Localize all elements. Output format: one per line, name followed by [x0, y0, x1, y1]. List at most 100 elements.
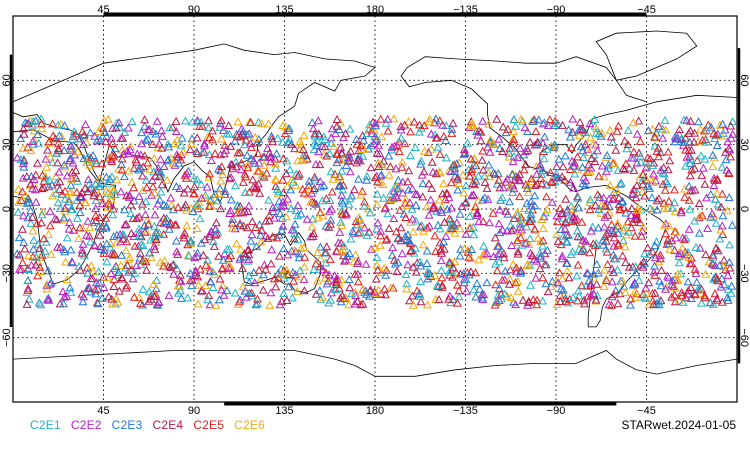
- observation-marker: [429, 201, 439, 210]
- observation-marker: [426, 129, 436, 138]
- observation-marker: [597, 128, 607, 137]
- observation-marker: [97, 244, 106, 253]
- observation-marker: [60, 121, 70, 130]
- observation-marker: [75, 134, 85, 143]
- observation-marker: [585, 205, 595, 214]
- observation-marker: [291, 169, 301, 178]
- observation-marker: [676, 208, 686, 217]
- observation-marker: [225, 174, 235, 183]
- observation-marker: [476, 136, 486, 145]
- observation-marker: [347, 191, 357, 200]
- observation-marker: [129, 183, 139, 192]
- observation-marker: [645, 203, 655, 212]
- observation-marker: [138, 240, 148, 249]
- observation-marker: [455, 224, 465, 233]
- coast-south-america: [573, 184, 668, 328]
- observation-marker: [278, 120, 288, 129]
- observation-marker: [156, 170, 166, 179]
- observation-marker: [615, 205, 625, 214]
- observation-marker: [585, 195, 595, 204]
- observation-marker: [93, 134, 103, 143]
- observation-marker: [580, 180, 590, 189]
- observation-marker: [446, 203, 456, 212]
- observation-marker: [604, 202, 614, 211]
- observation-marker: [478, 146, 488, 155]
- observation-marker: [147, 175, 157, 184]
- observation-marker: [296, 209, 306, 218]
- observation-marker: [663, 235, 673, 244]
- observation-marker: [520, 123, 530, 132]
- observation-marker: [477, 155, 487, 164]
- observation-marker: [641, 163, 651, 172]
- observation-marker: [153, 199, 163, 208]
- observation-marker: [50, 214, 60, 223]
- observation-marker: [663, 179, 673, 188]
- observation-marker: [626, 223, 636, 232]
- observation-marker: [537, 179, 547, 188]
- observation-marker: [51, 188, 61, 197]
- observation-marker: [204, 116, 213, 125]
- observation-marker: [163, 139, 173, 148]
- observation-marker: [578, 146, 588, 155]
- observation-marker: [572, 271, 582, 280]
- observation-marker: [437, 280, 447, 289]
- observation-marker: [94, 267, 104, 276]
- observation-marker: [136, 232, 146, 241]
- observation-marker: [599, 222, 609, 231]
- observation-marker: [108, 123, 117, 132]
- observation-marker: [699, 126, 709, 135]
- observation-marker: [82, 230, 92, 239]
- observation-marker: [352, 139, 362, 148]
- observation-marker: [39, 183, 49, 192]
- observation-marker: [370, 173, 380, 182]
- observation-marker: [569, 161, 579, 170]
- observation-marker: [140, 210, 150, 219]
- observation-marker: [204, 201, 214, 210]
- observation-marker: [28, 212, 37, 221]
- observation-marker: [726, 288, 736, 297]
- observation-marker: [244, 187, 254, 196]
- observation-marker: [232, 239, 242, 248]
- observation-marker: [109, 274, 119, 283]
- observation-marker: [591, 124, 601, 133]
- observation-marker: [327, 187, 337, 196]
- observation-marker: [370, 132, 380, 141]
- observation-marker: [618, 251, 628, 260]
- observation-marker: [700, 179, 710, 188]
- observation-marker: [143, 219, 153, 228]
- observation-marker: [344, 300, 354, 309]
- observation-marker: [256, 237, 266, 246]
- observation-marker: [219, 290, 229, 299]
- observation-marker: [632, 129, 642, 138]
- observation-marker: [435, 116, 445, 125]
- observation-marker: [592, 279, 602, 288]
- observation-marker: [435, 224, 445, 233]
- observation-marker: [410, 243, 420, 252]
- observation-marker: [645, 154, 655, 163]
- observation-marker: [490, 233, 500, 242]
- observation-marker: [267, 131, 276, 140]
- observation-marker: [20, 244, 30, 253]
- observation-marker: [356, 141, 366, 150]
- lat-tick-label-right: 0: [738, 206, 750, 212]
- observation-marker: [512, 208, 522, 217]
- observation-marker: [145, 164, 155, 173]
- observation-marker: [640, 258, 650, 267]
- observation-marker: [203, 255, 213, 264]
- observation-marker: [244, 254, 254, 263]
- observation-marker: [710, 194, 720, 203]
- observation-marker: [410, 142, 420, 151]
- observation-marker: [553, 118, 563, 127]
- observation-marker: [494, 134, 504, 143]
- observation-marker: [209, 241, 219, 250]
- lat-tick-label-left: 0: [1, 206, 13, 212]
- observation-marker: [498, 146, 507, 155]
- observation-marker: [564, 273, 574, 282]
- observation-marker: [317, 196, 327, 205]
- observation-marker: [712, 140, 722, 149]
- observation-marker: [211, 218, 221, 227]
- observation-marker: [86, 153, 96, 162]
- observation-marker: [416, 159, 426, 168]
- observation-marker: [455, 209, 465, 218]
- observation-marker: [643, 153, 653, 162]
